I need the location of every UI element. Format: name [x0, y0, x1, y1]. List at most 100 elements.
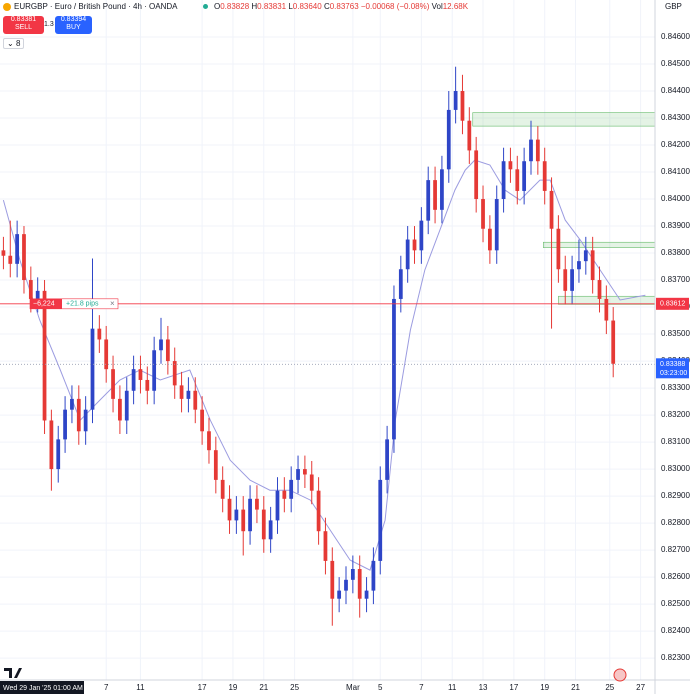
- candle-body: [467, 120, 472, 151]
- symbol-icon: [3, 3, 11, 11]
- x-tick-label: 21: [571, 683, 580, 692]
- candle-body: [124, 390, 129, 421]
- candle-body: [460, 91, 465, 121]
- moving-average: [2, 159, 646, 571]
- candle-body: [323, 531, 328, 561]
- candle-body: [296, 469, 300, 480]
- candle-body: [481, 199, 485, 229]
- value: 0.83763: [329, 2, 359, 11]
- candle-body: [570, 269, 574, 291]
- candle-body: [597, 280, 602, 299]
- candle-body: [440, 169, 444, 210]
- x-tick-label: 25: [290, 683, 299, 692]
- candle-body: [412, 239, 417, 251]
- candle-body: [97, 328, 102, 340]
- candle-body: [152, 350, 157, 391]
- y-tick-label: 0.83700: [661, 275, 690, 284]
- x-tick-label: 7: [419, 683, 424, 692]
- y-tick-label: 0.83300: [661, 383, 690, 392]
- candle-body: [15, 234, 20, 264]
- candle-body: [28, 280, 33, 299]
- candle-body: [22, 234, 26, 281]
- indicators-count: 8: [15, 39, 21, 48]
- candle-body: [487, 228, 492, 251]
- candle-body: [549, 190, 554, 229]
- candle-body: [433, 180, 437, 210]
- label: H: [251, 2, 258, 11]
- candle-body: [179, 385, 184, 399]
- y-tick-label: 0.82700: [661, 545, 690, 554]
- value: 0.83828: [220, 2, 250, 11]
- y-tick-label: 0.82400: [661, 626, 690, 635]
- label: C: [323, 2, 330, 11]
- indicators-toggle[interactable]: ⌄ 8: [3, 38, 25, 49]
- buy-button[interactable]: 0.83394 BUY: [55, 16, 92, 34]
- position-close[interactable]: ×: [110, 299, 115, 308]
- y-tick-label: 0.82600: [661, 572, 690, 581]
- candle-body: [76, 398, 81, 432]
- value: 12.68K: [442, 2, 469, 11]
- candle-body: [364, 590, 369, 599]
- x-tick-label: 25: [605, 683, 614, 692]
- candle-body: [213, 450, 218, 480]
- candle-body: [453, 91, 458, 110]
- candle-body: [426, 180, 431, 221]
- candle-body: [207, 431, 211, 451]
- y-tick-label: 0.82300: [661, 653, 690, 662]
- candle-body: [604, 298, 609, 321]
- candle-body: [556, 228, 561, 270]
- y-tick-label: 0.84300: [661, 113, 690, 122]
- candle-body: [138, 369, 143, 380]
- candle-body: [70, 398, 74, 410]
- candle-body: [590, 250, 595, 281]
- label: L: [288, 2, 293, 11]
- candle-body: [111, 369, 115, 399]
- x-tick-label: 19: [228, 683, 237, 692]
- candle-body: [200, 409, 205, 432]
- currency: GBP: [665, 2, 682, 11]
- y-tick-label: 0.84600: [661, 32, 690, 41]
- spread: 1.3: [44, 21, 54, 28]
- y-tick-label: 0.82900: [661, 491, 690, 500]
- x-tick-label: 19: [540, 683, 549, 692]
- x-tick-label: 5: [378, 683, 383, 692]
- candle-body: [583, 250, 588, 262]
- candle-body: [542, 161, 547, 191]
- candle-body: [337, 590, 342, 599]
- candle-body: [35, 290, 40, 299]
- buy-label: BUY: [66, 24, 81, 31]
- value: 0.83640: [292, 2, 322, 11]
- candle-body: [611, 320, 616, 364]
- candle-body: [508, 161, 513, 170]
- position-price-box: [656, 297, 689, 310]
- ohlc: O0.83828 H0.83831 L0.83640 C0.83763 −0.0…: [214, 2, 468, 11]
- candle-body: [344, 579, 348, 591]
- label: O: [214, 2, 221, 11]
- position-price-label: 0.83612: [660, 301, 685, 308]
- candle-body: [378, 479, 383, 561]
- y-tick-label: 0.82800: [661, 518, 690, 527]
- x-tick-label: 17: [198, 683, 207, 692]
- candle-body: [159, 339, 163, 351]
- candle-body: [350, 569, 355, 580]
- position-pnl-box: [30, 298, 62, 309]
- tv-logo: [4, 668, 22, 678]
- y-tick-label: 0.84400: [661, 86, 690, 95]
- flag-icon[interactable]: [613, 668, 627, 682]
- candle-body: [83, 409, 88, 432]
- candle-body: [248, 498, 252, 532]
- candle-body: [56, 439, 61, 470]
- candle-body: [42, 290, 47, 421]
- candle-body: [234, 509, 239, 521]
- y-tick-label: 0.83900: [661, 221, 690, 230]
- cursor-time: Wed 29 Jan '25 01:00 AM: [3, 685, 83, 692]
- sell-button[interactable]: 0.83381 SELL: [3, 16, 44, 34]
- candle-body: [282, 490, 287, 499]
- candle-body: [289, 479, 294, 499]
- candle-body: [172, 361, 177, 386]
- candle-body: [145, 379, 150, 391]
- candle-body: [371, 560, 376, 591]
- candle-body: [309, 474, 314, 491]
